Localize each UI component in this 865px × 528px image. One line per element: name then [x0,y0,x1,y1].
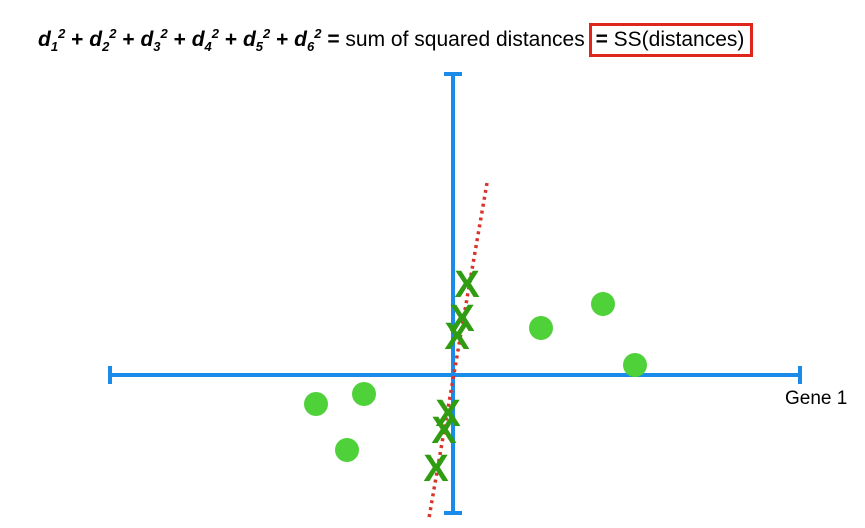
fit-line [427,182,489,519]
boxed-equals-sign: = [595,28,608,51]
data-point [304,392,328,416]
distance-term: d22 [89,26,117,55]
distance-term: d62 [294,26,322,55]
equals-sign: = [327,28,340,51]
equation-description: sum of squared distances [345,28,585,51]
data-point [335,438,359,462]
highlight-box: = SS(distances) [588,23,754,57]
plus-sign: + [116,28,141,51]
data-point [591,292,615,316]
projection-marker: X [431,410,457,452]
distance-term: d32 [140,26,168,55]
data-point [529,316,553,340]
boxed-text: SS(distances) [613,28,745,51]
equation: d12 + d22 + d32 + d42 + d52 + d62 = sum … [38,23,754,57]
distance-term: d52 [242,26,271,55]
plus-sign: + [270,28,295,51]
distance-term: d42 [191,26,219,55]
data-point [352,382,376,406]
projection-marker: X [444,316,470,358]
equation-terms: d12 + d22 + d32 + d42 + d52 + d62 [38,26,322,55]
plus-sign: + [65,28,90,51]
projection-marker: X [423,448,449,490]
data-point [623,353,647,377]
distance-term: d12 [38,26,66,55]
projection-marker: X [435,393,461,435]
plus-sign: + [219,28,243,51]
projection-marker: X [454,264,480,306]
projection-marker: X [449,298,475,340]
plus-sign: + [167,28,192,51]
axis-label: Gene 1 [785,388,848,409]
